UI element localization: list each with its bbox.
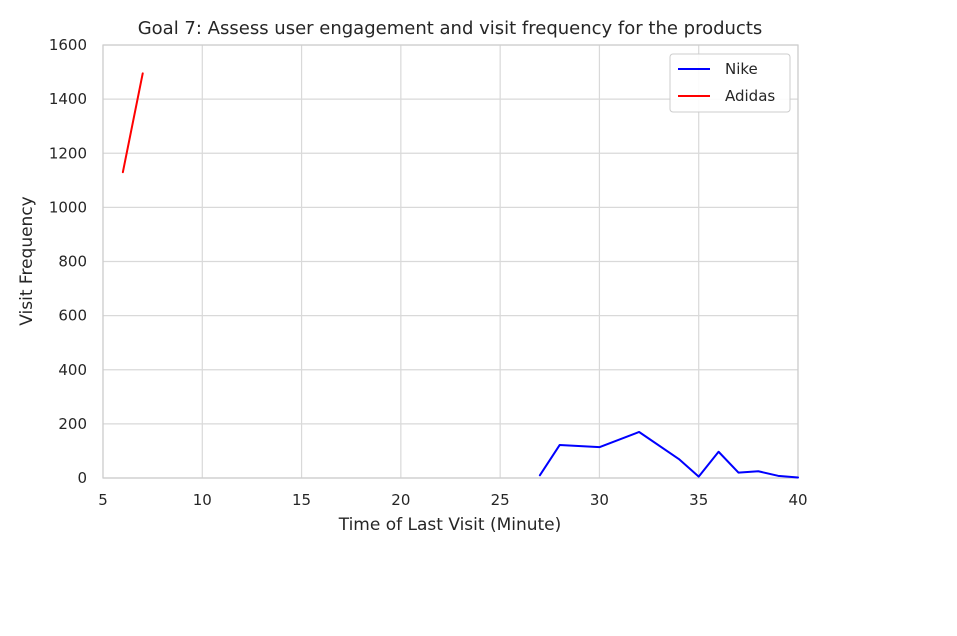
legend: Nike Adidas [669,53,791,113]
y-tick-label: 1000 [49,198,87,216]
y-tick-label: 600 [58,307,87,325]
series-line-nike [538,430,799,479]
y-tick-label: 800 [58,253,87,271]
series-layer [121,72,799,479]
series-line-adidas [121,72,144,174]
x-tick-label: 25 [491,491,510,509]
x-tick-label: 30 [590,491,609,509]
y-tick-label: 1200 [49,144,87,162]
y-tick-label: 1600 [49,36,87,54]
x-tick-label: 5 [98,491,108,509]
y-axis-title: Visit Frequency [17,196,37,325]
plot-area-frame [102,44,799,479]
y-axis-ticks: 0 200 400 600 800 1000 1200 1400 1600 [49,36,87,487]
chart-title: Goal 7: Assess user engagement and visit… [138,18,763,39]
legend-label-adidas: Adidas [725,87,775,105]
x-tick-label: 15 [292,491,311,509]
y-tick-label: 0 [77,469,87,487]
x-tick-label: 10 [193,491,212,509]
x-axis-ticks: 5 10 15 20 25 30 35 40 [98,491,807,509]
x-tick-label: 40 [788,491,807,509]
x-axis-title: Time of Last Visit (Minute) [338,515,562,535]
y-tick-label: 1400 [49,90,87,108]
y-tick-label: 400 [58,361,87,379]
x-tick-label: 35 [689,491,708,509]
y-tick-label: 200 [58,415,87,433]
legend-label-nike: Nike [725,60,758,78]
x-tick-label: 20 [391,491,410,509]
